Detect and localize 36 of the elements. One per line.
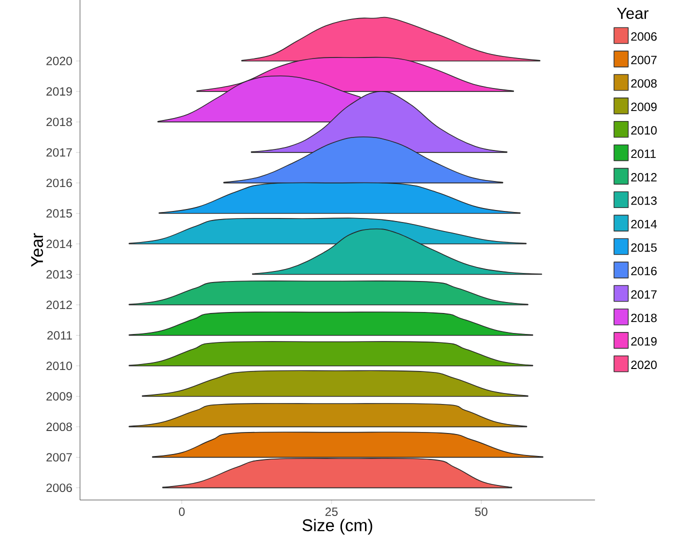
y-tick-label: 2011 (47, 331, 72, 340)
x-tick-label: 0 (178, 508, 185, 516)
legend-label: 2015 (631, 243, 657, 252)
legend-label: 2006 (631, 32, 657, 41)
legend-label: 2013 (631, 196, 657, 205)
y-tick-label: 2018 (46, 118, 72, 126)
legend-label: 2016 (631, 266, 657, 276)
y-tick-label: 2008 (46, 422, 72, 432)
legend-label: 2019 (631, 337, 657, 346)
y-tick-label: 2007 (46, 453, 72, 462)
y-tick-label: 2020 (46, 56, 72, 66)
legend-label: 2009 (631, 102, 657, 112)
y-tick-label: 2014 (46, 240, 72, 248)
legend-label: 2018 (631, 314, 657, 322)
y-tick-label: 2006 (46, 484, 72, 492)
y-tick-label: 2019 (46, 87, 72, 96)
legend-label: 2010 (631, 126, 657, 135)
legend-label: 2014 (631, 220, 657, 228)
y-tick-label: 2016 (46, 178, 72, 188)
legend-label: 2020 (631, 360, 657, 370)
y-tick-label: 2013 (46, 270, 72, 279)
legend-label: 2011 (631, 150, 656, 158)
legend-label: 2017 (631, 290, 657, 299)
y-tick-label: 2010 (46, 362, 72, 370)
x-axis-title: Size (cm) (302, 518, 372, 535)
legend-label: 2008 (631, 79, 657, 88)
y-tick-label: 2015 (46, 209, 72, 218)
legend-label: 2012 (631, 173, 657, 182)
legend-label: 2007 (631, 56, 657, 64)
x-tick-label: 25 (325, 508, 338, 516)
x-tick-label: 50 (475, 508, 488, 516)
legend-title: Year (616, 8, 648, 19)
y-tick-label: 2017 (46, 148, 72, 157)
y-axis-title: Year (31, 233, 44, 267)
y-tick-label: 2012 (46, 300, 72, 310)
y-tick-label: 2009 (46, 392, 72, 401)
